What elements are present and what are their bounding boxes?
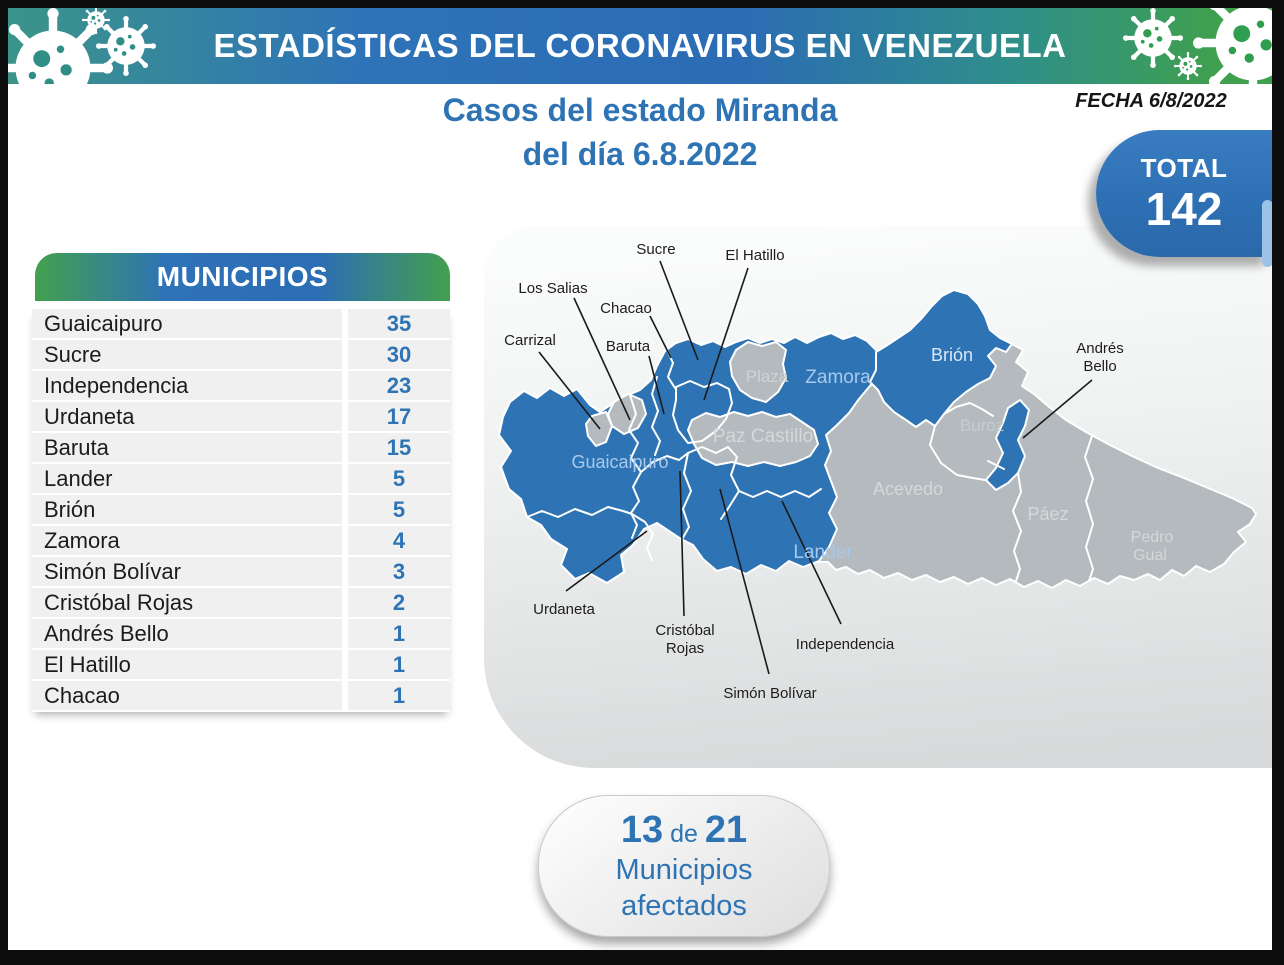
date-label: FECHA 6/8/2022 xyxy=(1075,90,1227,112)
municipio-name: Baruta xyxy=(32,433,342,462)
page-title: Casos del estado Miranda del día 6.8.202… xyxy=(442,92,838,172)
affected-count-line: 13 de 21 xyxy=(621,809,747,852)
municipio-cases: 1 xyxy=(348,619,450,648)
municipio-cases: 30 xyxy=(348,340,450,369)
table-row: Chacao 1 xyxy=(32,681,450,710)
label-paez: Páez xyxy=(1027,504,1068,524)
total-cases-box: TOTAL 142 xyxy=(1096,130,1272,257)
affected-total: 21 xyxy=(704,808,748,851)
label-acevedo: Acevedo xyxy=(873,479,943,499)
label-zamora: Zamora xyxy=(805,367,871,388)
region-west-affected xyxy=(498,332,884,584)
callout-urdaneta: Urdaneta xyxy=(533,601,595,618)
total-label: TOTAL xyxy=(1140,153,1228,183)
region-acevedo-east xyxy=(817,289,1257,589)
total-value: 142 xyxy=(1145,183,1223,235)
municipio-name: Lander xyxy=(32,464,342,493)
municipio-name: Independencia xyxy=(32,371,342,400)
region-andres-bello xyxy=(985,399,1030,491)
municipio-cases: 23 xyxy=(348,371,450,400)
frame-border xyxy=(0,950,1284,965)
municipio-name: Brión xyxy=(32,495,342,524)
label-paz-castillo: Paz Castillo xyxy=(713,426,813,447)
municipio-cases: 5 xyxy=(348,495,450,524)
municipal-border-lines xyxy=(526,349,1094,582)
table-row: Cristóbal Rojas 2 xyxy=(32,588,450,617)
summary-text-line2: Municipios xyxy=(615,853,753,886)
table-row: Lander 5 xyxy=(32,464,450,493)
callout-andres-bello: Andrés Bello xyxy=(1076,340,1124,375)
municipio-cases: 35 xyxy=(348,309,450,338)
municipio-name: El Hatillo xyxy=(32,650,342,679)
municipio-cases: 2 xyxy=(348,588,450,617)
municipios-table: Guaicaipuro 35 Sucre 30 Independencia 23 Ur… xyxy=(32,309,450,712)
municipio-name: Guaicaipuro xyxy=(32,309,342,338)
municipio-name: Zamora xyxy=(32,526,342,555)
label-pedro-gual-1: Pedro xyxy=(1131,529,1174,546)
affected-connector: de xyxy=(670,819,698,848)
total-box-highlight-bar xyxy=(1262,200,1273,267)
table-row: Zamora 4 xyxy=(32,526,450,555)
callout-baruta: Baruta xyxy=(605,338,651,355)
callout-independencia: Independencia xyxy=(795,636,895,653)
municipio-cases: 1 xyxy=(348,650,450,679)
region-plaza xyxy=(729,341,787,403)
affected-summary-pill: 13 de 21 Municipios afectados xyxy=(538,795,830,937)
municipio-name: Urdaneta xyxy=(32,402,342,431)
municipio-cases: 1 xyxy=(348,681,450,710)
label-guaicaipuro: Guaicaipuro xyxy=(571,452,668,472)
callout-el-hatillo: El Hatillo xyxy=(725,247,785,264)
frame-border xyxy=(1272,0,1284,965)
banner-title: ESTADÍSTICAS DEL CORONAVIRUS EN VENEZUEL… xyxy=(213,27,1067,64)
municipio-cases: 15 xyxy=(348,433,450,462)
callout-sucre: Sucre xyxy=(636,241,676,258)
table-header: MUNICIPIOS xyxy=(35,253,450,301)
miranda-map: Plaza Zamora Paz Castillo Guaicaipuro La… xyxy=(498,260,1257,675)
municipio-name: Sucre xyxy=(32,340,342,369)
label-lander: Lander xyxy=(793,542,853,563)
municipio-cases: 4 xyxy=(348,526,450,555)
affected-count: 13 xyxy=(620,808,664,851)
leader-lines xyxy=(538,260,1093,675)
municipio-name: Andrés Bello xyxy=(32,619,342,648)
label-plaza: Plaza xyxy=(746,367,789,386)
table-row: Brión 5 xyxy=(32,495,450,524)
callout-chacao: Chacao xyxy=(600,300,652,317)
table-row: Guaicaipuro 35 xyxy=(32,309,450,338)
region-brion xyxy=(869,289,1013,428)
callout-los-salias: Los Salias xyxy=(518,280,588,297)
map-region-labels: Plaza Zamora Paz Castillo Guaicaipuro La… xyxy=(571,345,1173,564)
callout-simon-bolivar: Simón Bolívar xyxy=(723,685,817,702)
municipio-cases: 3 xyxy=(348,557,450,586)
table-row: Urdaneta 17 xyxy=(32,402,450,431)
table-row: El Hatillo 1 xyxy=(32,650,450,679)
municipio-cases: 5 xyxy=(348,464,450,493)
municipio-name: Chacao xyxy=(32,681,342,710)
label-buroz: Buroz xyxy=(960,416,1004,435)
callout-cristobal-rojas: Cristóbal Rojas xyxy=(655,622,715,657)
municipio-name: Cristóbal Rojas xyxy=(32,588,342,617)
summary-text-line3: afectados xyxy=(621,889,747,922)
frame-border xyxy=(0,0,1284,8)
municipio-name: Simón Bolívar xyxy=(32,557,342,586)
table-row: Independencia 23 xyxy=(32,371,450,400)
table-row: Simón Bolívar 3 xyxy=(32,557,450,586)
label-pedro-gual-2: Gual xyxy=(1133,547,1167,564)
frame-border xyxy=(0,0,8,965)
table-row: Sucre 30 xyxy=(32,340,450,369)
top-banner: ESTADÍSTICAS DEL CORONAVIRUS EN VENEZUEL… xyxy=(8,8,1272,84)
label-brion: Brión xyxy=(931,345,973,365)
callout-carrizal: Carrizal xyxy=(504,332,556,349)
table-row: Baruta 15 xyxy=(32,433,450,462)
municipio-cases: 17 xyxy=(348,402,450,431)
table-row: Andrés Bello 1 xyxy=(32,619,450,648)
